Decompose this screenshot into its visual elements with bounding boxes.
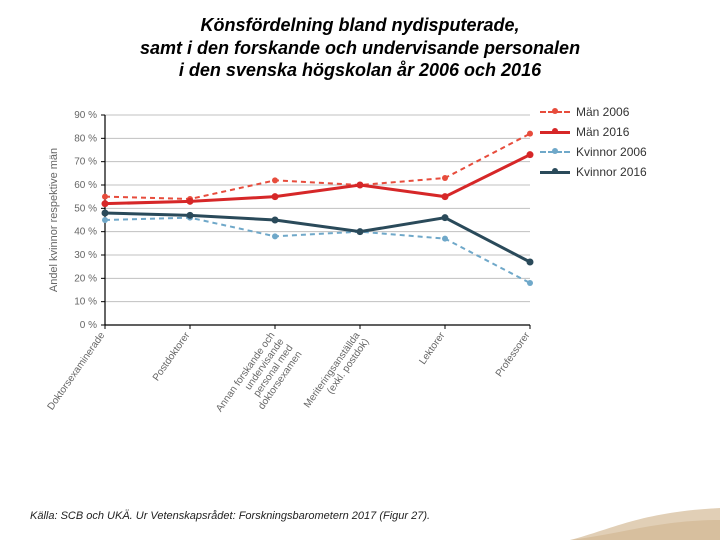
legend-label: Kvinnor 2016 xyxy=(576,165,647,179)
svg-text:0 %: 0 % xyxy=(80,320,97,331)
svg-text:20 %: 20 % xyxy=(74,273,97,284)
svg-text:30 %: 30 % xyxy=(74,250,97,261)
brand-logo-icon xyxy=(570,500,720,540)
svg-text:60 %: 60 % xyxy=(74,180,97,191)
svg-text:Andel kvinnor respektive män: Andel kvinnor respektive män xyxy=(48,148,60,292)
svg-text:80 %: 80 % xyxy=(74,133,97,144)
legend-item: Män 2006 xyxy=(540,105,680,119)
svg-text:70 %: 70 % xyxy=(74,157,97,168)
legend-swatch-icon xyxy=(540,125,570,139)
svg-text:50 %: 50 % xyxy=(74,203,97,214)
source-footer: Källa: SCB och UKÄ. Ur Vetenskapsrådet: … xyxy=(30,510,430,522)
legend-swatch-icon xyxy=(540,165,570,179)
svg-text:Meriteringsanställda: Meriteringsanställda xyxy=(302,330,363,410)
chart-container: 0 % 10 % 20 % 30 % 40 % 50 % 60 % 70 % 80 % 90 % D… xyxy=(40,105,680,475)
svg-text:Professorer: Professorer xyxy=(494,330,533,379)
legend-label: Kvinnor 2006 xyxy=(576,145,647,159)
legend: Män 2006 Män 2016 Kvinnor 2006 Kvinnor 2016 xyxy=(540,105,680,185)
legend-item: Kvinnor 2016 xyxy=(540,165,680,179)
title-line-1: Könsfördelning bland nydisputerade, xyxy=(200,15,519,35)
legend-swatch-icon xyxy=(540,145,570,159)
chart-title: Könsfördelning bland nydisputerade, samt… xyxy=(0,14,720,82)
svg-text:90 %: 90 % xyxy=(74,110,97,121)
svg-text:40 %: 40 % xyxy=(74,227,97,238)
legend-item: Män 2016 xyxy=(540,125,680,139)
legend-label: Män 2006 xyxy=(576,105,629,119)
legend-item: Kvinnor 2006 xyxy=(540,145,680,159)
title-line-2: samt i den forskande och undervisande pe… xyxy=(140,38,580,58)
legend-swatch-icon xyxy=(540,105,570,119)
svg-text:Doktorsexaminerade: Doktorsexaminerade xyxy=(46,330,108,412)
svg-text:10 %: 10 % xyxy=(74,297,97,308)
title-line-3: i den svenska högskolan år 2006 och 2016 xyxy=(179,60,541,80)
legend-label: Män 2016 xyxy=(576,125,629,139)
svg-text:Lektorer: Lektorer xyxy=(417,330,447,367)
svg-text:Postdoktorer: Postdoktorer xyxy=(151,330,193,383)
